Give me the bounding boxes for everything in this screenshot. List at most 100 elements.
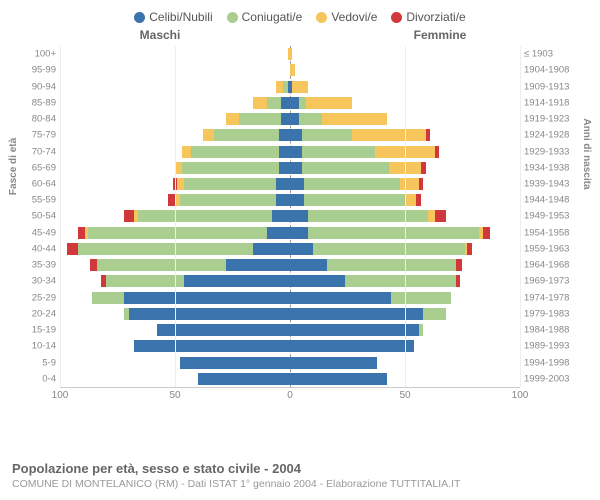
legend-item: Divorziati/e <box>391 10 465 24</box>
legend-item: Celibi/Nubili <box>134 10 212 24</box>
bar-segment <box>483 227 490 239</box>
bar-segment <box>290 194 304 206</box>
birth-year-label: 1974-1978 <box>524 292 580 303</box>
bar-segment <box>78 243 253 255</box>
age-label: 15-19 <box>20 325 56 336</box>
bar-segment <box>322 113 386 125</box>
pyramid-rows: 100+≤ 190395-991904-190890-941909-191385… <box>60 46 520 387</box>
legend-label: Celibi/Nubili <box>149 10 212 24</box>
bar-segment <box>419 178 424 190</box>
age-label: 35-39 <box>20 260 56 271</box>
age-label: 95-99 <box>20 65 56 76</box>
bar-segment <box>226 259 290 271</box>
bar-segment <box>177 178 184 190</box>
legend-swatch <box>316 12 327 23</box>
bar-segment <box>308 227 478 239</box>
bar-segment <box>267 227 290 239</box>
bar-segment <box>290 48 292 60</box>
age-label: 30-34 <box>20 276 56 287</box>
bar-segment <box>308 210 428 222</box>
birth-year-label: 1904-1908 <box>524 65 580 76</box>
birth-year-label: 1954-1958 <box>524 227 580 238</box>
bar-segment <box>290 129 302 141</box>
bar-segment <box>92 292 124 304</box>
gridline <box>175 46 176 387</box>
bar-segment <box>426 129 431 141</box>
x-tick: 50 <box>169 390 180 401</box>
bar-segment <box>290 340 414 352</box>
y-axis-right-title: Anni di nascita <box>581 118 592 189</box>
pyramid-row: 10-141989-1993 <box>60 338 520 354</box>
pyramid-row: 70-741929-1933 <box>60 143 520 159</box>
bar-segment <box>290 227 308 239</box>
bar-segment <box>304 194 405 206</box>
legend-item: Vedovi/e <box>316 10 377 24</box>
pyramid-row: 5-91994-1998 <box>60 354 520 370</box>
birth-year-label: 1914-1918 <box>524 97 580 108</box>
bar-segment <box>290 324 419 336</box>
gridline <box>405 46 406 387</box>
bar-segment <box>214 129 278 141</box>
bar-segment <box>391 292 451 304</box>
bar-segment <box>138 210 271 222</box>
bar-segment <box>276 194 290 206</box>
bar-segment <box>97 259 226 271</box>
bar-segment <box>67 243 79 255</box>
bar-segment <box>272 210 290 222</box>
bar-segment <box>419 324 424 336</box>
bar-segment <box>290 373 387 385</box>
age-label: 55-59 <box>20 195 56 206</box>
bar-segment <box>290 308 423 320</box>
age-label: 75-79 <box>20 130 56 141</box>
bar-segment <box>313 243 465 255</box>
legend-swatch <box>227 12 238 23</box>
gridline <box>520 46 521 387</box>
bar-segment <box>290 178 304 190</box>
x-tick: 100 <box>52 390 69 401</box>
plot-area: 100+≤ 190395-991904-190890-941909-191385… <box>60 46 520 388</box>
birth-year-label: 1949-1953 <box>524 211 580 222</box>
bar-segment <box>290 162 302 174</box>
age-label: 100+ <box>20 49 56 60</box>
bar-segment <box>290 64 295 76</box>
birth-year-label: 1999-2003 <box>524 373 580 384</box>
bar-segment <box>175 162 182 174</box>
bar-segment <box>281 97 290 109</box>
bar-segment <box>302 146 376 158</box>
bar-segment <box>281 113 290 125</box>
age-label: 50-54 <box>20 211 56 222</box>
legend: Celibi/Nubili Coniugati/e Vedovi/e Divorzia… <box>0 0 600 28</box>
legend-label: Divorziati/e <box>406 10 465 24</box>
bar-segment <box>290 97 299 109</box>
bar-segment <box>253 243 290 255</box>
age-label: 10-14 <box>20 341 56 352</box>
pyramid-row: 85-891914-1918 <box>60 95 520 111</box>
y-axis-left-title: Fasce di età <box>8 138 19 195</box>
bar-segment <box>290 292 391 304</box>
header-male: Maschi <box>20 28 300 42</box>
legend-swatch <box>134 12 145 23</box>
header-female: Femmine <box>300 28 580 42</box>
bar-segment <box>182 146 191 158</box>
age-label: 5-9 <box>20 357 56 368</box>
bar-segment <box>304 178 401 190</box>
bar-segment <box>456 275 461 287</box>
bar-segment <box>290 243 313 255</box>
birth-year-label: 1934-1938 <box>524 162 580 173</box>
legend-label: Coniugati/e <box>242 10 303 24</box>
age-label: 90-94 <box>20 81 56 92</box>
pyramid-row: 20-241979-1983 <box>60 306 520 322</box>
birth-year-label: 1989-1993 <box>524 341 580 352</box>
bar-segment <box>306 97 352 109</box>
birth-year-label: 1979-1983 <box>524 308 580 319</box>
chart-footer: Popolazione per età, sesso e stato civil… <box>12 461 588 490</box>
bar-segment <box>279 162 291 174</box>
age-label: 25-29 <box>20 292 56 303</box>
pyramid-row: 45-491954-1958 <box>60 225 520 241</box>
bar-segment <box>134 340 290 352</box>
bar-segment <box>400 178 418 190</box>
bar-segment <box>106 275 184 287</box>
pyramid-row: 90-941909-1913 <box>60 78 520 94</box>
bar-segment <box>129 308 290 320</box>
age-label: 40-44 <box>20 243 56 254</box>
